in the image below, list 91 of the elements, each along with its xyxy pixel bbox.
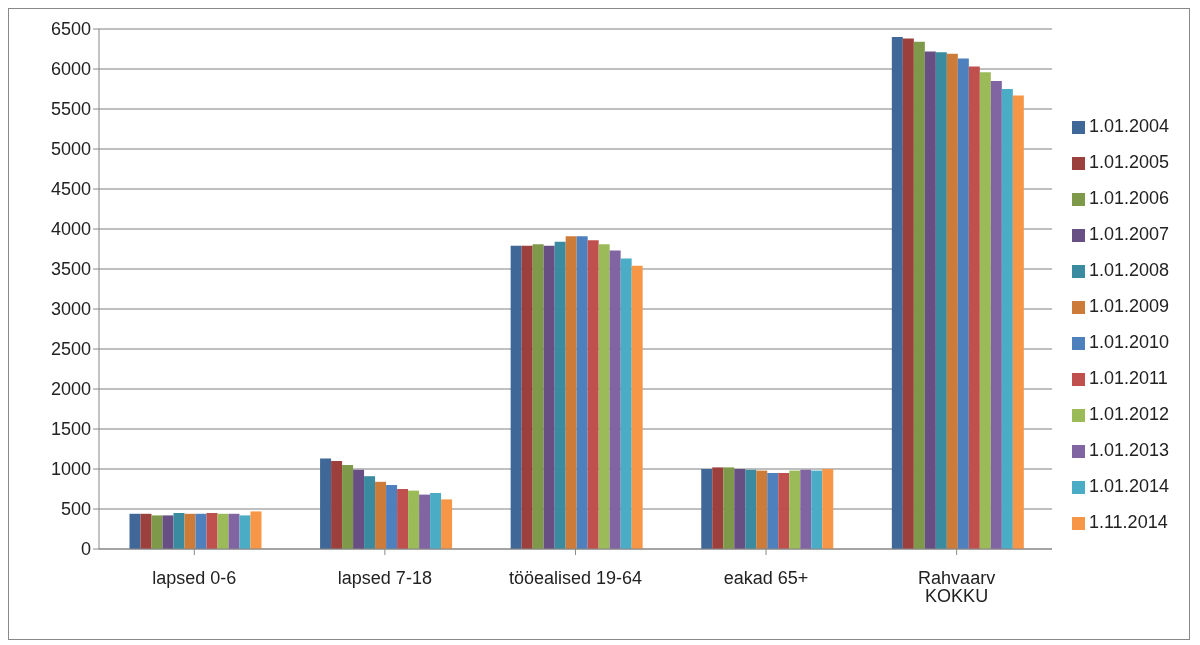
bar <box>745 469 757 549</box>
y-tick-label: 4000 <box>50 219 91 240</box>
y-tick-label: 1000 <box>50 459 91 480</box>
bar <box>419 494 431 549</box>
legend-label: 1.01.2008 <box>1088 260 1169 280</box>
y-tick-label: 3500 <box>50 259 91 280</box>
legend-label: 1.01.2011 <box>1088 368 1168 388</box>
bar <box>1001 89 1013 549</box>
legend-label: 1.01.2013 <box>1088 440 1169 460</box>
bar <box>767 473 779 549</box>
y-tick-label: 2500 <box>50 339 91 360</box>
legend-label: 1.01.2009 <box>1088 296 1169 316</box>
legend-label: 1.01.2012 <box>1088 404 1169 424</box>
bar <box>891 37 903 549</box>
y-tick-label: 1500 <box>50 419 91 440</box>
bar <box>598 244 610 549</box>
bar <box>822 469 834 549</box>
y-tick-label: 6500 <box>50 19 91 40</box>
x-tick-label: lapsed 0-6 <box>152 567 237 588</box>
y-tick-label: 0 <box>80 539 91 560</box>
bar <box>510 245 522 549</box>
bar <box>206 513 218 549</box>
bar <box>935 52 947 549</box>
y-tick-label: 5000 <box>50 139 91 160</box>
y-tick-label: 500 <box>60 499 91 520</box>
bar <box>532 244 544 549</box>
bar <box>173 513 185 549</box>
bar <box>331 461 343 549</box>
bar <box>521 245 533 549</box>
y-tick-label: 4500 <box>50 179 91 200</box>
bar <box>408 490 420 549</box>
x-tick-label: eakad 65+ <box>723 567 809 588</box>
bar <box>800 469 812 549</box>
bar <box>430 493 442 549</box>
bar <box>554 241 566 549</box>
bar <box>565 236 577 549</box>
legend-label: 1.01.2014 <box>1088 476 1169 496</box>
bar <box>712 467 724 549</box>
legend-label: 1.01.2004 <box>1088 116 1169 136</box>
bar <box>1012 95 1024 549</box>
bar <box>375 481 387 549</box>
y-tick-label: 6000 <box>50 59 91 80</box>
bar <box>811 470 823 549</box>
bar <box>913 41 925 549</box>
bar <box>946 53 958 549</box>
legend-label: 1.01.2010 <box>1088 332 1169 352</box>
y-tick-label: 3000 <box>50 299 91 320</box>
bar <box>228 513 240 549</box>
bar <box>217 513 229 549</box>
bar <box>239 515 251 549</box>
legend-label: 1.01.2005 <box>1088 152 1169 172</box>
bar <box>756 470 768 549</box>
bar <box>723 467 735 549</box>
bar <box>902 38 914 549</box>
bar <box>990 81 1002 549</box>
legend-label: 1.01.2007 <box>1088 224 1169 244</box>
bar <box>609 250 621 549</box>
bar <box>543 245 555 549</box>
bar <box>364 476 376 549</box>
x-tick-label: tööealised 19-64 <box>508 567 643 588</box>
bar <box>397 489 409 549</box>
bar <box>968 66 980 549</box>
bar <box>631 265 643 549</box>
bar <box>195 513 207 549</box>
bar <box>734 469 746 549</box>
x-tick-label: lapsed 7-18 <box>337 567 432 588</box>
bar <box>620 258 632 549</box>
bar <box>441 499 453 549</box>
bar <box>386 485 398 549</box>
x-tick-label: Rahvaarv KOKKU <box>918 567 996 606</box>
bar <box>789 470 801 549</box>
bar <box>342 465 354 549</box>
bar <box>129 513 141 549</box>
bar <box>576 236 588 549</box>
legend-label: 1.11.2014 <box>1088 512 1168 532</box>
bar <box>701 469 713 549</box>
bar <box>924 51 936 549</box>
bar <box>162 515 174 549</box>
bar <box>979 72 991 549</box>
y-tick-label: 5500 <box>50 99 91 120</box>
bar <box>151 515 163 549</box>
bar <box>320 458 332 549</box>
legend-label: 1.01.2006 <box>1088 188 1169 208</box>
bar <box>353 469 365 549</box>
bar <box>140 513 152 549</box>
y-tick-label: 2000 <box>50 379 91 400</box>
bar <box>587 240 599 549</box>
bar <box>184 513 196 549</box>
bar <box>250 511 262 549</box>
bar <box>957 58 969 549</box>
bar <box>778 473 790 549</box>
